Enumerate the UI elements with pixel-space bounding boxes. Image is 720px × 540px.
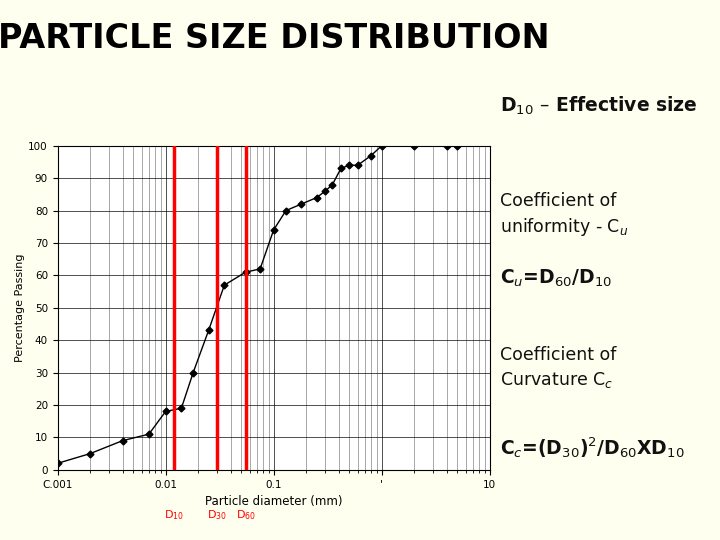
Y-axis label: Percentage Passing: Percentage Passing bbox=[15, 254, 25, 362]
Text: PARTICLE SIZE DISTRIBUTION: PARTICLE SIZE DISTRIBUTION bbox=[0, 22, 549, 55]
Text: C$_{u}$=D$_{60}$/D$_{10}$: C$_{u}$=D$_{60}$/D$_{10}$ bbox=[500, 267, 613, 288]
Text: Coefficient of
Curvature C$_{c}$: Coefficient of Curvature C$_{c}$ bbox=[500, 346, 617, 389]
Text: Coefficient of
uniformity - C$_{u}$: Coefficient of uniformity - C$_{u}$ bbox=[500, 192, 629, 238]
Text: D$_{60}$: D$_{60}$ bbox=[235, 509, 256, 523]
Text: D$_{30}$: D$_{30}$ bbox=[207, 509, 227, 523]
Text: D$_{10}$: D$_{10}$ bbox=[164, 509, 184, 523]
Text: D$_{10}$ – Effective size: D$_{10}$ – Effective size bbox=[500, 94, 698, 117]
Text: C$_{c}$=(D$_{30}$)$^{2}$/D$_{60}$XD$_{10}$: C$_{c}$=(D$_{30}$)$^{2}$/D$_{60}$XD$_{10… bbox=[500, 435, 685, 460]
X-axis label: Particle diameter (mm): Particle diameter (mm) bbox=[205, 495, 342, 508]
